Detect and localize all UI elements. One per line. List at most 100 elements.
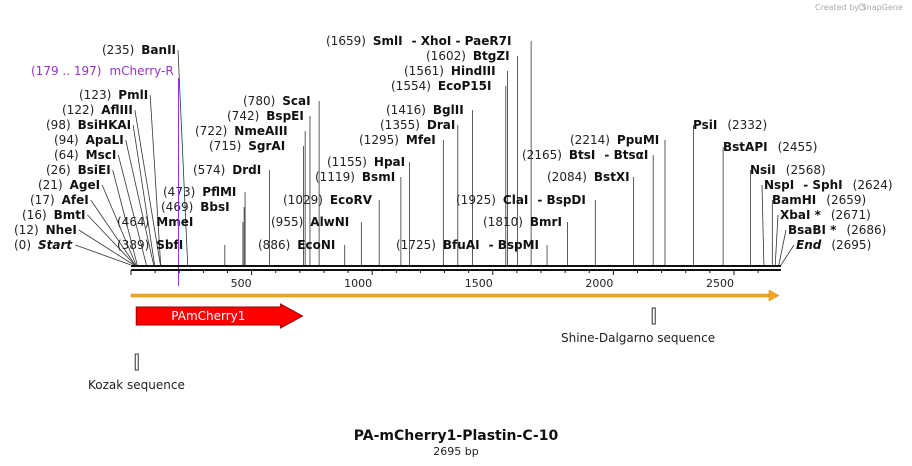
full-length-arrow xyxy=(130,289,780,302)
map-title-block: PA-mCherry1-Plastin-C-10 2695 bp xyxy=(354,428,559,458)
site-label[interactable]: (2165) BtsI - BtsαI xyxy=(522,148,648,162)
site-label[interactable]: (1295) MfeI xyxy=(359,133,436,147)
site-leader-line xyxy=(774,214,779,266)
ruler-tick-label: 2000 xyxy=(585,277,613,290)
site-label[interactable]: (1119) BsmI xyxy=(315,170,395,184)
site-label[interactable]: (12) NheI xyxy=(14,223,77,237)
site-label[interactable]: (1925) ClaI - BspDI xyxy=(456,193,586,207)
snapgene-credit: Created by SnapGene xyxy=(815,3,903,12)
site-label[interactable]: (886) EcoNI xyxy=(258,238,335,252)
site-label[interactable]: (21) AgeI xyxy=(38,178,100,192)
svg-text:(574)DrdI: (574) DrdI xyxy=(193,163,261,177)
svg-text:NsiI(2568): NsiI (2568) xyxy=(750,163,826,177)
site-label[interactable]: (98) BsiHKAI xyxy=(46,118,131,132)
svg-text:(0)Start: (0) Start xyxy=(14,238,73,252)
svg-text:(26)BsiEI: (26) BsiEI xyxy=(46,163,111,177)
site-label[interactable]: (722) NmeAIII xyxy=(195,124,288,138)
site-label[interactable]: NspI - SphI (2624) xyxy=(764,178,893,192)
svg-text:(1561)HindIII: (1561) HindIII xyxy=(404,64,496,78)
ruler-ticks: 500 1000 1500 2000 2500 xyxy=(130,270,759,290)
site-label[interactable]: XbaI * (2671) xyxy=(780,208,871,222)
svg-text:(17)AfeI: (17) AfeI xyxy=(30,193,89,207)
svg-text:(179 .. 197)mCherry-R: (179 .. 197) mCherry-R xyxy=(31,64,174,78)
feature-label: Kozak sequence xyxy=(88,378,185,392)
site-label[interactable]: (235) BanII xyxy=(102,43,176,57)
site-label[interactable]: (1355) DraI xyxy=(380,118,455,132)
site-label[interactable]: (464) MmeI xyxy=(117,215,193,229)
svg-text:(2084)BstXI: (2084) BstXI xyxy=(547,170,630,184)
svg-text:(1155)HpaI: (1155) HpaI xyxy=(327,155,405,169)
site-label[interactable]: (2214) PpuMI xyxy=(570,133,659,147)
site-label[interactable]: (94) ApaLI xyxy=(54,133,124,147)
svg-text:(473)PflMI: (473) PflMI xyxy=(163,185,236,199)
snapgene-logo-icon xyxy=(858,3,866,11)
site-label[interactable]: (473) PflMI xyxy=(163,185,236,199)
site-label[interactable]: (123) PmlI xyxy=(79,88,148,102)
site-label[interactable]: (469) BbsI xyxy=(161,200,230,214)
site-label[interactable]: (389) SbfI xyxy=(117,238,183,252)
svg-text:(1659)SmlI- XhoI - PaeR7I: (1659) SmlI - XhoI - PaeR7I xyxy=(326,34,511,48)
site-label[interactable]: (1725) BfuAI - BspMI xyxy=(396,238,539,252)
site-label[interactable]: BamHI (2659) xyxy=(772,193,866,207)
site-label[interactable]: (955) AlwNI xyxy=(271,215,349,229)
svg-text:(1554)EcoP15I: (1554) EcoP15I xyxy=(391,79,491,93)
site-label[interactable]: (2084) BstXI xyxy=(547,170,630,184)
site-label[interactable]: (715) SgrAI xyxy=(209,139,285,153)
site-label[interactable]: (1554) EcoP15I xyxy=(391,79,491,93)
svg-text:(122)AflIII: (122) AflIII xyxy=(62,103,133,117)
svg-text:(123)PmlI: (123) PmlI xyxy=(79,88,148,102)
svg-text:(1355)DraI: (1355) DraI xyxy=(380,118,455,132)
site-label[interactable]: (742) BspEI xyxy=(227,109,304,123)
site-label[interactable]: End (2695) xyxy=(796,238,871,252)
site-label[interactable]: (1029) EcoRV xyxy=(283,193,373,207)
feature-label: PAmCherry1 xyxy=(171,309,245,323)
svg-text:PsiI(2332): PsiI (2332) xyxy=(693,118,767,132)
site-label[interactable]: (64) MscI xyxy=(54,148,116,162)
svg-text:(1810)BmrI: (1810) BmrI xyxy=(483,215,562,229)
site-leader-line xyxy=(149,94,162,266)
site-label[interactable]: PsiI (2332) xyxy=(693,118,767,132)
site-label[interactable]: (16) BmtI xyxy=(22,208,86,222)
site-label[interactable]: BstAPI (2455) xyxy=(723,140,817,154)
site-label[interactable]: (17) AfeI xyxy=(30,193,89,207)
svg-text:(12)NheI: (12) NheI xyxy=(14,223,77,237)
site-label[interactable]: (574) DrdI xyxy=(193,163,261,177)
site-label[interactable]: BsaBI * (2686) xyxy=(788,223,886,237)
svg-text:(742)BspEI: (742) BspEI xyxy=(227,109,304,123)
feature-label: Shine-Dalgarno sequence xyxy=(561,331,715,345)
site-leader-line xyxy=(778,229,787,266)
site-label[interactable]: NsiI (2568) xyxy=(750,163,826,177)
feature-box xyxy=(134,353,139,371)
ruler-tick-label: 1000 xyxy=(344,277,372,290)
svg-text:(16)BmtI: (16) BmtI xyxy=(22,208,86,222)
site-label[interactable]: (1416) BglII xyxy=(386,103,464,117)
svg-text:(469)BbsI: (469) BbsI xyxy=(161,200,230,214)
svg-text:(389)SbfI: (389) SbfI xyxy=(117,238,183,252)
svg-text:(1602)BtgZI: (1602) BtgZI xyxy=(426,49,510,63)
map-title: PA-mCherry1-Plastin-C-10 xyxy=(354,428,559,444)
site-label[interactable]: (1810) BmrI xyxy=(483,215,562,229)
site-label[interactable]: (122) AflIII xyxy=(62,103,133,117)
svg-text:(886)EcoNI: (886) EcoNI xyxy=(258,238,335,252)
site-label[interactable]: (1602) BtgZI xyxy=(426,49,510,63)
svg-text:End(2695): End (2695) xyxy=(796,238,871,252)
feature-pamcherry1[interactable]: PAmCherry1 xyxy=(135,303,304,329)
svg-text:(1925)ClaI- BspDI: (1925) ClaI - BspDI xyxy=(456,193,586,207)
site-label[interactable]: (26) BsiEI xyxy=(46,163,111,177)
site-label[interactable]: (780) ScaI xyxy=(243,94,311,108)
site-leader-line xyxy=(780,244,795,266)
site-label[interactable]: (1561) HindIII xyxy=(404,64,496,78)
svg-text:(21)AgeI: (21) AgeI xyxy=(38,178,100,192)
svg-text:(1029)EcoRV: (1029) EcoRV xyxy=(283,193,373,207)
primer-mcherry-r[interactable]: (179 .. 197) mCherry-R xyxy=(31,64,180,286)
site-label[interactable]: (1659) SmlI - XhoI - PaeR7I xyxy=(326,34,511,48)
site-label[interactable]: (1155) HpaI xyxy=(327,155,405,169)
site-leader-line xyxy=(101,184,137,266)
site-label[interactable]: (0) Start xyxy=(14,238,73,252)
svg-text:BamHI(2659): BamHI (2659) xyxy=(772,193,866,207)
site-leader-line xyxy=(134,109,161,266)
svg-text:(1725)BfuAI- BspMI: (1725) BfuAI - BspMI xyxy=(396,238,539,252)
svg-text:BstAPI(2455): BstAPI (2455) xyxy=(723,140,817,154)
feature-shine-dalgarno[interactable]: Shine-Dalgarno sequence xyxy=(561,307,715,345)
feature-kozak[interactable]: Kozak sequence xyxy=(88,353,185,392)
